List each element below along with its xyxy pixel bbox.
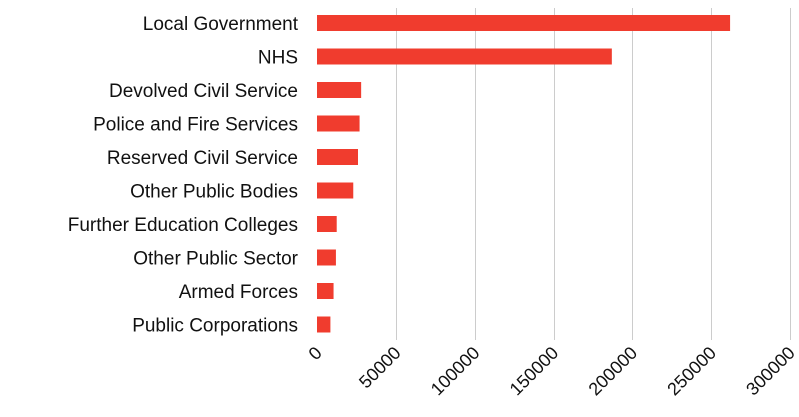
x-tick-label: 250000: [663, 343, 720, 400]
x-tick-label: 0: [305, 343, 326, 364]
category-label: Armed Forces: [179, 282, 298, 303]
category-label: Devolved Civil Service: [109, 81, 298, 102]
category-label: Further Education Colleges: [68, 215, 298, 236]
bar: [317, 48, 612, 65]
bar: [317, 182, 354, 199]
bar: [317, 149, 358, 165]
bar: [317, 216, 337, 232]
bar: [317, 283, 334, 299]
x-tick-label: 150000: [506, 343, 563, 400]
category-label: Public Corporations: [132, 316, 298, 337]
bar: [317, 316, 331, 333]
bars: [317, 15, 731, 333]
x-tick-label: 50000: [355, 343, 405, 393]
category-label: Reserved Civil Service: [107, 148, 298, 169]
bar: [317, 15, 731, 31]
bar: [317, 249, 336, 266]
x-tick-label: 300000: [742, 343, 799, 400]
bar: [317, 82, 362, 98]
category-label: Other Public Sector: [133, 249, 298, 270]
x-tick-label: 100000: [427, 343, 484, 400]
x-tick-labels: 0 50000 100000 150000 200000 250000 300000: [305, 343, 799, 400]
category-label: Police and Fire Services: [93, 115, 298, 136]
x-tick-label: 200000: [585, 343, 642, 400]
category-label: NHS: [258, 48, 298, 69]
category-label: Local Government: [143, 14, 299, 35]
category-label: Other Public Bodies: [130, 182, 298, 203]
bar: [317, 115, 360, 132]
category-labels: Local Government NHS Devolved Civil Servic…: [68, 14, 299, 337]
